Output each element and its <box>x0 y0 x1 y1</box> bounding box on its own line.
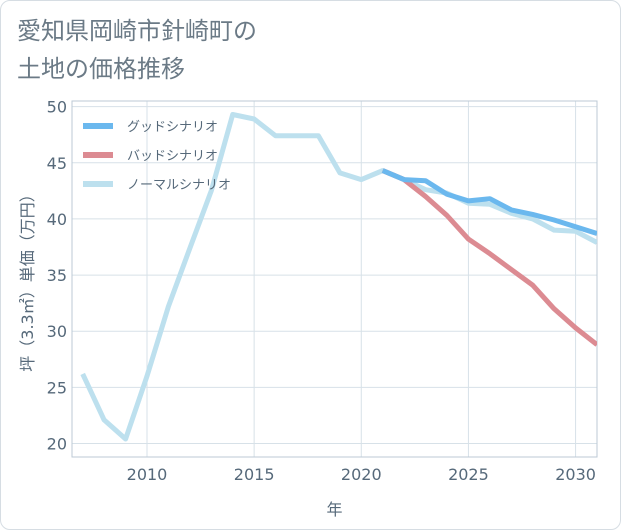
legend-label: グッドシナリオ <box>127 120 218 135</box>
y-tick-label: 30 <box>47 322 67 341</box>
x-tick-label: 2010 <box>127 465 168 484</box>
chart-title-line-2: 土地の価格推移 <box>17 55 185 83</box>
series-line-2 <box>80 112 597 442</box>
y-tick-label: 35 <box>47 266 67 285</box>
series-line-1 <box>381 168 597 347</box>
y-tick-label: 25 <box>47 378 67 397</box>
legend-item-1[interactable]: バッドシナリオ <box>83 149 218 164</box>
grid-lines <box>72 101 597 457</box>
series-line-0 <box>381 168 597 236</box>
y-axis-title: 坪（3.3㎡）単価（万円） <box>18 186 37 371</box>
x-tick-label: 2025 <box>448 465 489 484</box>
chart-title-line-1: 愛知県岡崎市針崎町の <box>17 17 257 45</box>
x-tick-label: 2020 <box>341 465 382 484</box>
legend-label: ノーマルシナリオ <box>127 178 231 193</box>
x-tick-label: 2030 <box>555 465 596 484</box>
y-tick-label: 50 <box>47 98 67 117</box>
chart-title: 愛知県岡崎市針崎町の 土地の価格推移 <box>17 12 257 88</box>
legend-item-0[interactable]: グッドシナリオ <box>83 120 218 135</box>
y-tick-label: 40 <box>47 210 67 229</box>
series-lines <box>80 112 597 442</box>
legend-item-2[interactable]: ノーマルシナリオ <box>83 178 231 193</box>
x-tick-label: 2015 <box>234 465 275 484</box>
plot-border <box>71 100 598 458</box>
legend-label: バッドシナリオ <box>127 149 218 164</box>
x-axis-title: 年 <box>326 500 342 519</box>
y-tick-label: 20 <box>47 435 67 454</box>
y-tick-label: 45 <box>47 154 67 173</box>
